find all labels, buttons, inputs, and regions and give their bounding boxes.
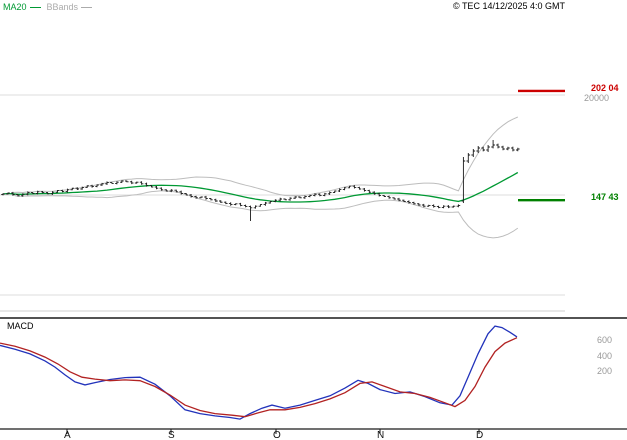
macd-signal-line (0, 337, 518, 418)
x-axis-label: S (168, 430, 175, 440)
bollinger-upper-band (12, 116, 519, 197)
chart-legend: MA20 BBands (3, 2, 93, 12)
ohlc-bars (1, 140, 520, 221)
level-label-20204: 202 04 (591, 82, 619, 93)
ma20-line-swatch (29, 6, 41, 8)
x-axis-label: N (377, 430, 385, 440)
legend-ma20-label: MA20 (3, 2, 27, 12)
ma20-line (2, 171, 519, 203)
copyright-text: © TEC 14/12/2025 4:0 GMT (452, 1, 565, 11)
legend-item-ma20: MA20 (3, 2, 41, 12)
legend-bbands-label: BBands (46, 2, 79, 12)
x-axis-label: O (273, 430, 281, 440)
x-axis-label: A (64, 430, 71, 440)
legend-item-bbands: BBands (47, 2, 93, 12)
macd-macd-line (0, 325, 518, 420)
bbands-line-swatch (81, 6, 93, 8)
bollinger-lower-band (12, 190, 519, 239)
macd-axis-label: 200 (597, 366, 613, 376)
macd-axis-label: 600 (597, 335, 613, 345)
price-grid-label: 20000 (584, 93, 610, 103)
macd-axis-label: 400 (597, 350, 613, 361)
macd-panel-title: MACD (7, 321, 34, 331)
level-label-14743: 147 43 (591, 192, 619, 203)
x-axis-label: D (476, 430, 484, 440)
